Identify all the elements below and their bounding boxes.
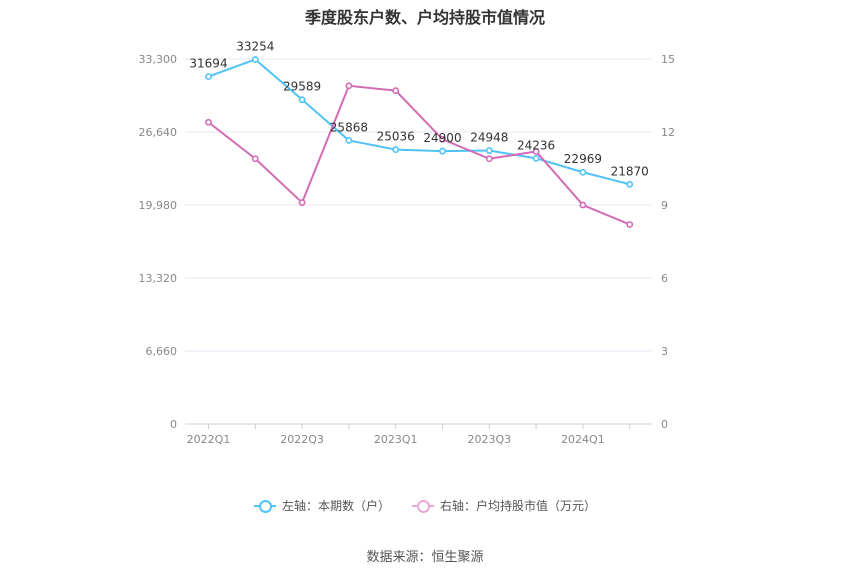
data-point-right [485, 155, 493, 163]
series-line-right [207, 84, 631, 226]
data-point-left [345, 137, 353, 144]
legend-item-left[interactable]: 左轴：本期数（户） [253, 497, 390, 514]
legend: 左轴：本期数（户） 右轴：户均持股市值（万元） [0, 497, 850, 514]
series-layer [205, 56, 634, 228]
data-label: 29589 [283, 80, 321, 94]
left-axis-tick-label: 33,300 [139, 53, 178, 66]
chart-title: 季度股东户数、户均持股市值情况 [304, 8, 545, 27]
right-axis-tick-label: 6 [661, 272, 668, 285]
data-label: 22969 [564, 152, 602, 166]
left-axis-tick-label: 19,980 [139, 199, 178, 212]
left-axis-tick-label: 26,640 [139, 126, 178, 139]
x-axis-tick-label: 2022Q3 [280, 433, 324, 446]
data-point-left [532, 154, 540, 162]
legend-item-right[interactable]: 右轴：户均持股市值（万元） [412, 497, 596, 514]
data-label: 33254 [236, 40, 274, 54]
data-point-left [205, 73, 212, 81]
data-label: 25868 [330, 120, 368, 134]
left-axis-tick-label: 13,320 [139, 272, 178, 285]
legend-swatch-left-icon [253, 499, 276, 513]
legend-swatch-right-icon [412, 499, 434, 513]
right-axis-tick-label: 15 [661, 53, 675, 66]
legend-label-left: 左轴：本期数（户） [281, 499, 390, 513]
legend-label-right: 右轴：户均持股市值（万元） [440, 499, 597, 513]
axis-layer: 0 0 6,660 3 13,320 6 19,980 9 26,640 12 33,300 15 20… [139, 53, 676, 446]
data-label-layer: 31694 33254 29589 25868 25036 24900 24948 24236… [189, 40, 648, 179]
data-point-right [626, 221, 634, 228]
left-axis-tick-label: 6,660 [146, 345, 178, 358]
x-axis-tick-label: 2024Q1 [561, 433, 605, 446]
data-point-right [205, 118, 212, 126]
data-source: 数据来源：恒生聚源 [366, 550, 484, 565]
left-axis-tick-label: 0 [170, 418, 177, 431]
data-label: 24948 [470, 131, 508, 145]
data-point-left [626, 180, 634, 188]
data-point-left [439, 147, 446, 155]
data-point-left [579, 168, 587, 176]
data-point-right [532, 148, 540, 155]
data-point-right [298, 199, 306, 206]
data-point-left [298, 96, 306, 104]
data-label: 21870 [611, 164, 649, 178]
right-axis-tick-label: 3 [661, 345, 668, 358]
data-point-right [251, 155, 259, 163]
data-point-right [345, 82, 353, 90]
data-label: 24236 [517, 138, 555, 152]
grid-layer [185, 58, 652, 425]
data-point-right [439, 135, 446, 143]
right-axis-tick-label: 9 [661, 199, 668, 212]
data-point-right [392, 87, 400, 95]
right-axis-tick-label: 12 [661, 126, 675, 139]
data-label: 24900 [423, 131, 461, 145]
x-axis-tick-label: 2023Q3 [467, 433, 511, 446]
series-line-left [208, 58, 630, 186]
right-axis-tick-label: 0 [661, 418, 668, 431]
data-label: 25036 [377, 130, 415, 144]
data-point-left [392, 146, 400, 153]
data-point-left [251, 56, 259, 63]
x-axis-tick-label: 2022Q1 [187, 433, 231, 446]
data-label: 31694 [189, 57, 227, 71]
data-point-left [485, 147, 493, 154]
data-point-right [579, 201, 587, 209]
x-axis-tick-label: 2023Q1 [374, 433, 418, 446]
